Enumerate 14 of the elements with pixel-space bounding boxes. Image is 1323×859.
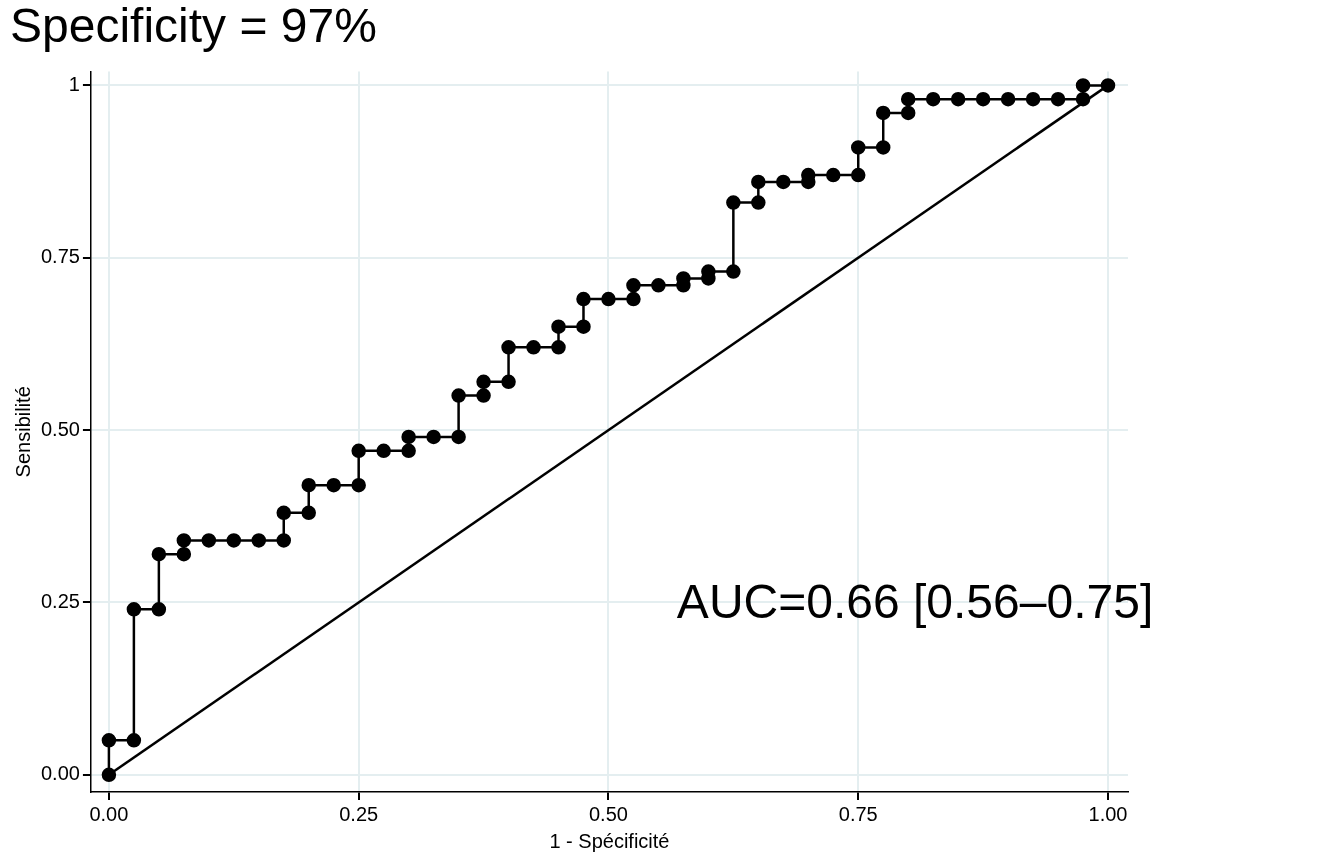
x-tick-label: 0.25 — [339, 802, 379, 825]
y-tick-label: 0.25 — [40, 589, 80, 612]
y-tick-label: 0.75 — [40, 245, 80, 268]
y-tick-label: 1 — [68, 72, 80, 95]
y-tick-label: 0.00 — [40, 762, 80, 785]
x-tick-label: 1.00 — [1088, 802, 1128, 825]
y-axis-title: Sensibilité — [11, 386, 34, 478]
x-tick-label: 0.50 — [589, 802, 628, 825]
chart-title: Specificity = 97% — [10, 0, 377, 53]
y-tick-label: 0.50 — [40, 417, 80, 440]
annotation: AUC=0.66 [0.56–0.75] — [676, 574, 1154, 628]
x-axis-title: 1 - Spécificité — [549, 829, 670, 852]
x-tick-label: 0.00 — [89, 802, 129, 825]
x-tick-label: 0.75 — [838, 802, 878, 825]
